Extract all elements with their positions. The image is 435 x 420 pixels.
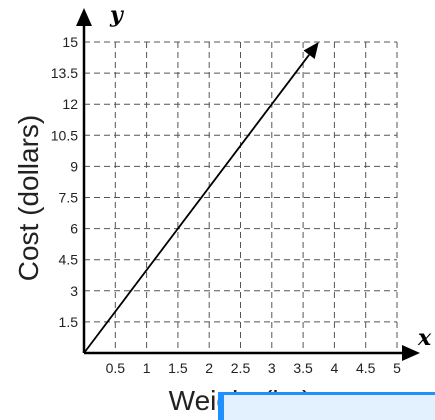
x-tick-labels: 0.5 1 1.5 2 2.5 3 3.5 4 4.5 5	[106, 360, 402, 376]
y-tick-label: 15	[62, 34, 78, 50]
x-tick-label: 2.5	[231, 360, 251, 376]
y-tick-label: 13.5	[51, 65, 78, 81]
x-axis-letter: x	[417, 325, 432, 351]
x-tick-label: 2	[205, 360, 213, 376]
y-tick-label: 7.5	[59, 190, 79, 206]
y-tick-label: 4.5	[59, 252, 79, 268]
series-line	[83, 54, 310, 354]
y-axis-arrowhead	[76, 8, 92, 26]
axes	[76, 8, 420, 361]
y-tick-label: 3	[70, 283, 78, 299]
overlay-panel-inner	[224, 395, 435, 420]
y-tick-label: 6	[70, 221, 78, 237]
x-tick-label: 5	[393, 360, 401, 376]
overlay-panel	[218, 392, 435, 420]
y-tick-label: 9	[70, 158, 78, 174]
x-tick-label: 3.5	[293, 360, 313, 376]
x-tick-label: 4	[331, 360, 339, 376]
x-tick-label: 0.5	[106, 360, 126, 376]
y-axis-letter: y	[109, 2, 125, 28]
grid	[84, 41, 398, 353]
y-tick-labels: 1.5 3 4.5 6 7.5 9 10.5 12 13.5 15	[51, 34, 78, 330]
x-tick-label: 1.5	[168, 360, 188, 376]
series-arrowhead	[303, 42, 319, 59]
x-tick-label: 3	[268, 360, 276, 376]
y-axis-title: Cost (dollars)	[13, 115, 44, 281]
y-tick-label: 12	[62, 96, 78, 112]
x-axis-arrowhead	[402, 345, 420, 361]
x-tick-label: 4.5	[356, 360, 376, 376]
series	[83, 42, 319, 354]
y-tick-label: 10.5	[51, 127, 78, 143]
y-tick-label: 1.5	[59, 314, 79, 330]
x-tick-label: 1	[143, 360, 151, 376]
